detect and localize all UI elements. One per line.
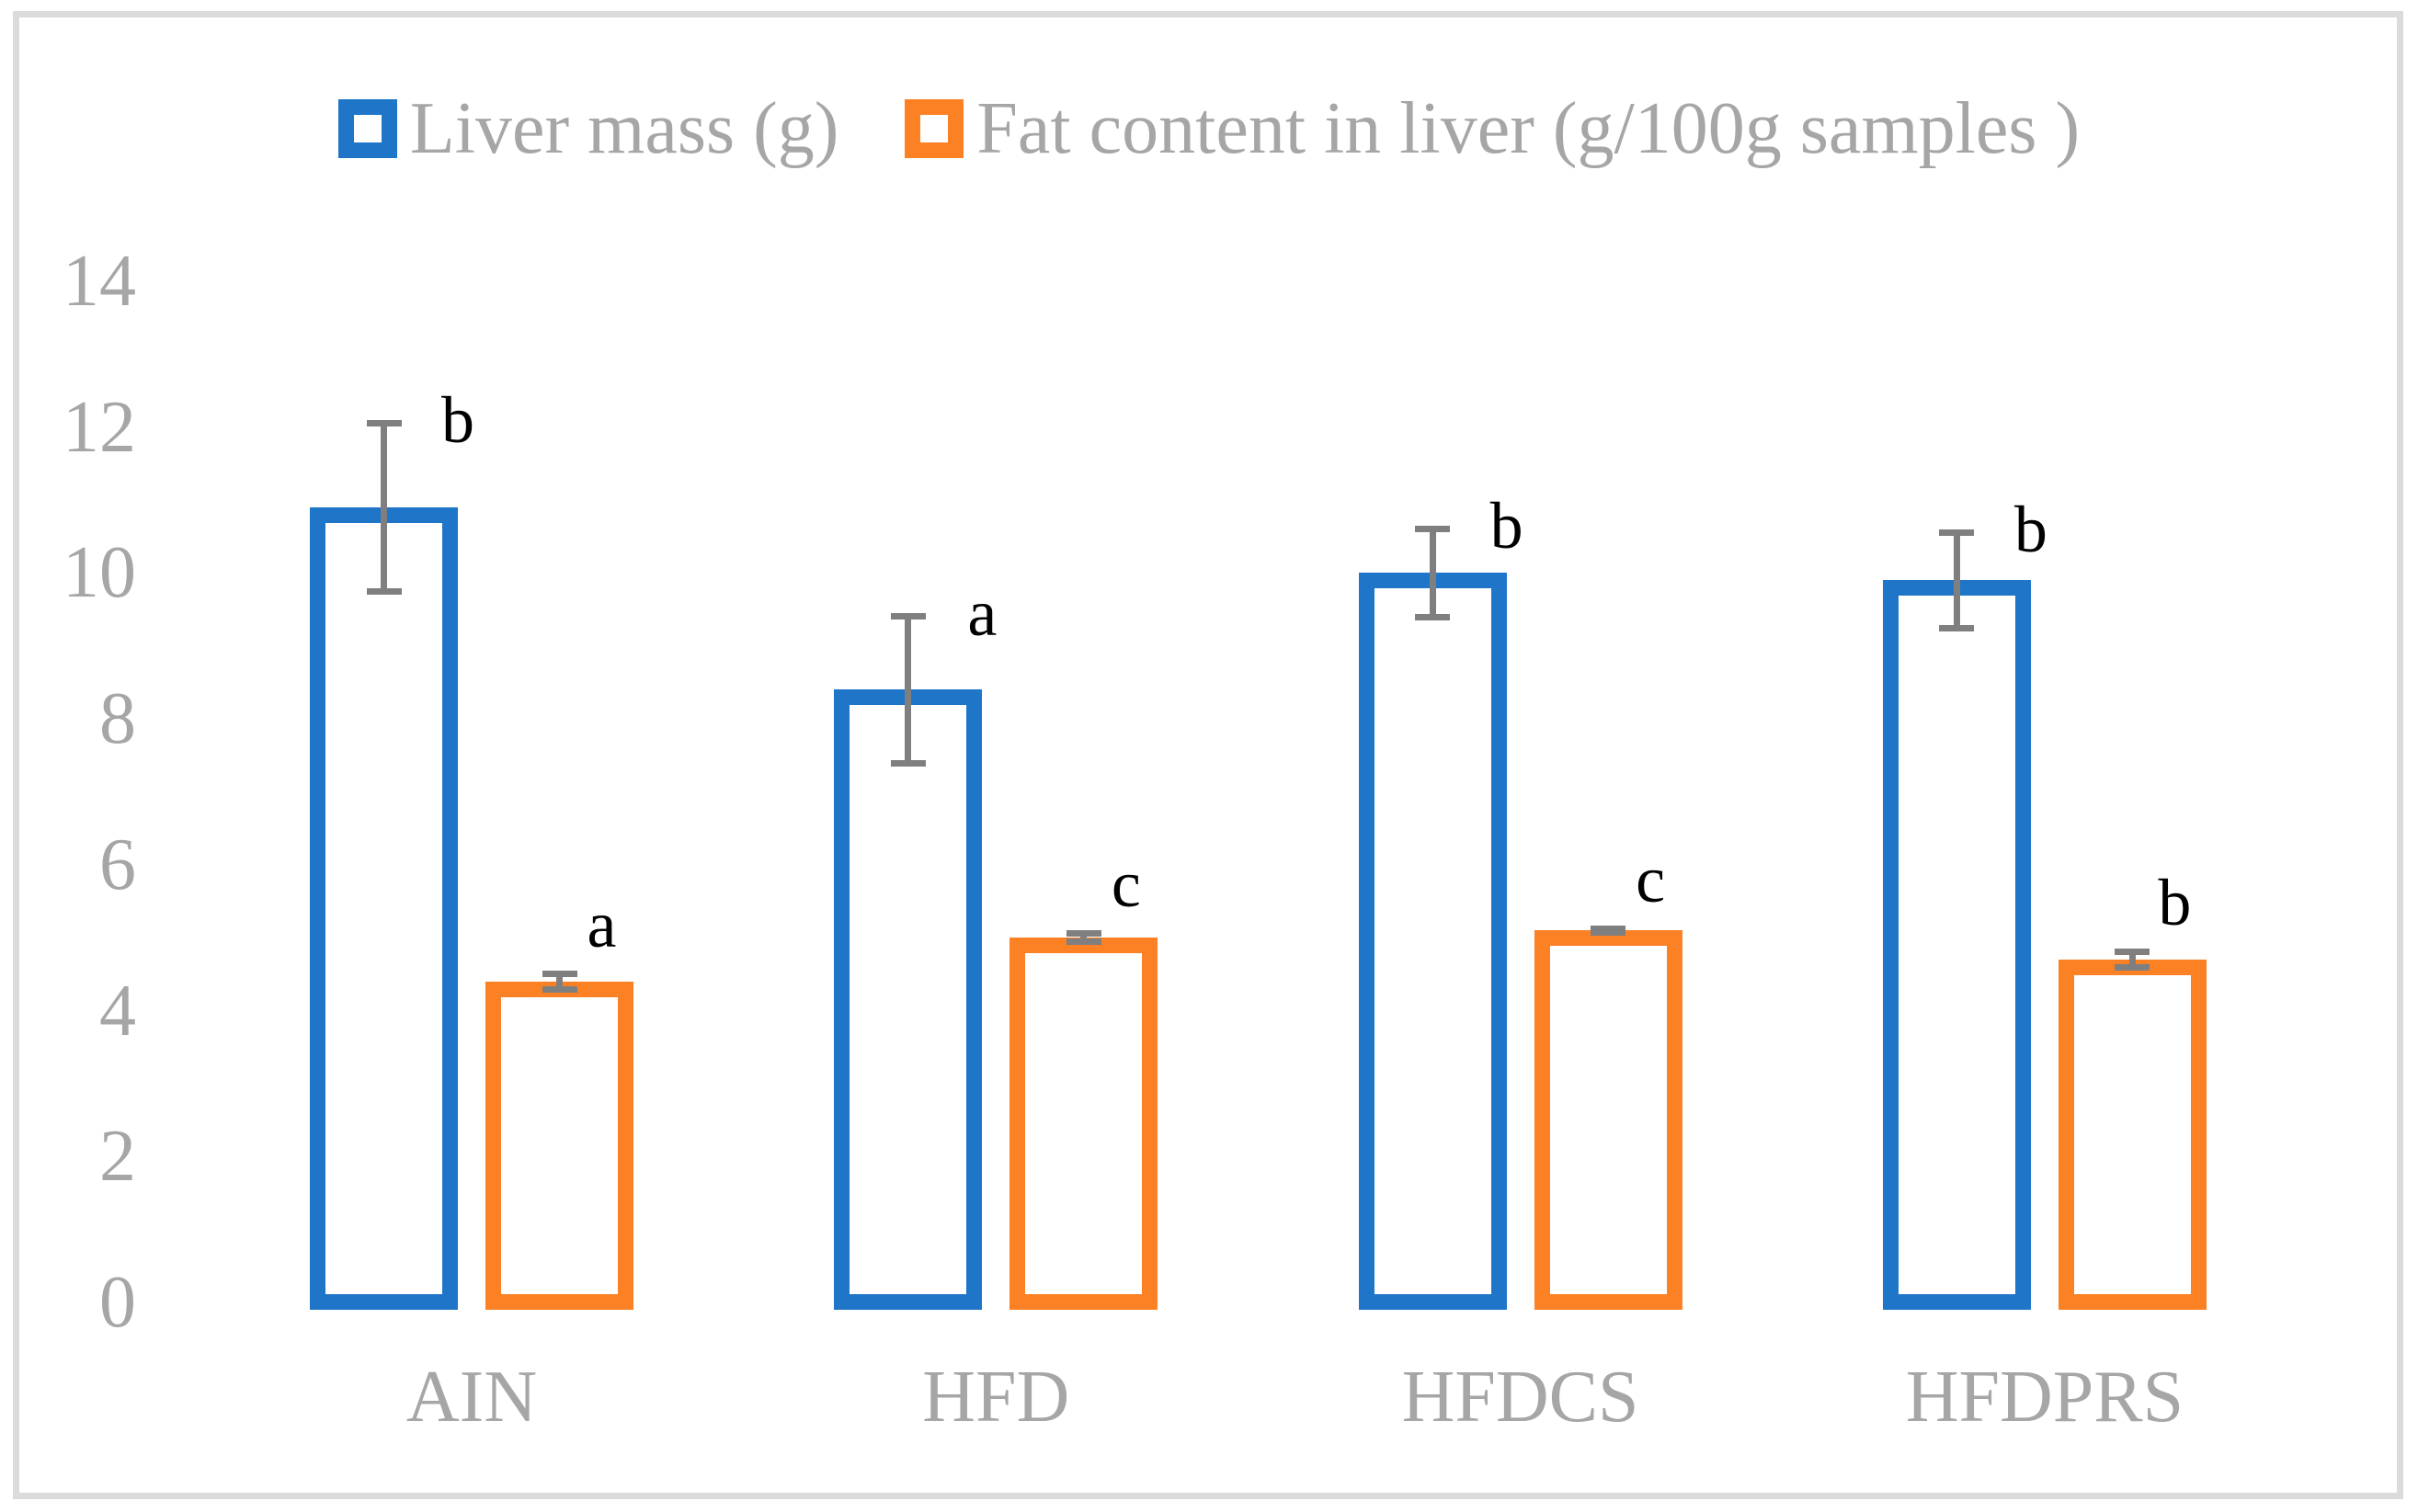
bar-liver-mass-hfd	[834, 689, 983, 1310]
error-bar-line	[1080, 930, 1088, 946]
error-bar-liver-mass-hfdcs	[1415, 525, 1451, 621]
bar-liver-mass-hfdcs	[1358, 573, 1507, 1310]
error-bar-line	[381, 419, 387, 596]
sig-letter-fat-content-hfdcs: c	[1636, 842, 1666, 916]
error-bar-fat-content-hfdprs	[2115, 949, 2150, 971]
sig-letter-liver-mass-hfdprs: b	[2013, 492, 2047, 566]
legend-label-liver-mass: Liver mass (g)	[409, 88, 839, 169]
legend-item-liver-mass: Liver mass (g)	[337, 88, 839, 169]
error-bar-fat-content-ain	[542, 970, 577, 993]
figure-frame	[13, 11, 2403, 1499]
ytick-label-0: 0	[99, 1262, 136, 1343]
error-bar-fat-content-hfdcs	[1591, 925, 1626, 936]
ytick-label-4: 4	[99, 970, 136, 1052]
legend-swatch-liver-mass-icon	[337, 99, 397, 158]
bar-fat-content-hfdprs	[2058, 960, 2207, 1310]
ytick-label-12: 12	[63, 386, 136, 468]
category-label-hfdprs: HFDPRS	[1905, 1357, 2184, 1438]
sig-letter-liver-mass-ain: b	[441, 382, 474, 457]
ytick-label-10: 10	[63, 532, 136, 614]
error-bar-line	[1953, 529, 1960, 631]
error-bar-line	[556, 970, 563, 993]
ytick-label-2: 2	[99, 1116, 136, 1198]
sig-letter-liver-mass-hfdcs: b	[1489, 488, 1523, 563]
category-label-ain: AIN	[405, 1357, 538, 1438]
error-bar-liver-mass-hfd	[890, 613, 926, 767]
ytick-label-8: 8	[99, 678, 136, 760]
ytick-label-14: 14	[63, 240, 136, 322]
error-bar-line	[2128, 949, 2136, 971]
sig-letter-fat-content-ain: a	[587, 887, 617, 961]
legend-swatch-fat-content-icon	[905, 99, 964, 158]
error-bar-fat-content-hfd	[1066, 930, 1101, 946]
bar-fat-content-hfd	[1009, 938, 1158, 1310]
sig-letter-fat-content-hfdprs: b	[2158, 866, 2192, 940]
sig-letter-liver-mass-hfd: a	[967, 576, 998, 651]
bar-liver-mass-hfdprs	[1882, 580, 2031, 1310]
bar-fat-content-ain	[485, 981, 633, 1310]
sig-letter-fat-content-hfd: c	[1111, 847, 1141, 922]
error-bar-line	[1604, 925, 1612, 936]
category-label-hfd: HFD	[922, 1357, 1070, 1438]
legend-label-fat-content: Fat content in liver (g/100g samples )	[976, 88, 2081, 169]
bar-liver-mass-ain	[310, 507, 458, 1310]
bar-fat-content-hfdcs	[1534, 930, 1682, 1310]
legend: Liver mass (g) Fat content in liver (g/1…	[0, 92, 2418, 165]
category-label-hfdcs: HFDCS	[1401, 1357, 1639, 1438]
error-bar-line	[1429, 525, 1436, 621]
error-bar-liver-mass-hfdprs	[1939, 529, 1975, 631]
legend-item-fat-content: Fat content in liver (g/100g samples )	[905, 92, 2080, 165]
error-bar-liver-mass-ain	[366, 419, 402, 596]
ytick-label-6: 6	[99, 824, 136, 905]
error-bar-line	[905, 613, 912, 767]
